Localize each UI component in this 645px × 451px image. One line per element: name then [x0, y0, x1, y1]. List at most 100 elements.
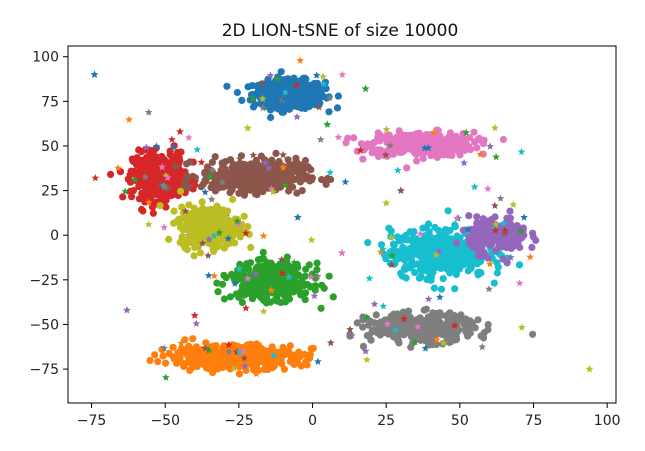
data-point — [433, 309, 441, 318]
data-point — [296, 77, 304, 85]
data-point — [293, 87, 301, 95]
star-point — [362, 313, 371, 321]
y-tick-label: 0 — [50, 228, 59, 244]
data-point — [273, 287, 281, 295]
data-point — [202, 359, 210, 367]
data-point — [141, 198, 149, 206]
data-point — [302, 75, 310, 83]
data-point — [402, 274, 410, 282]
y-tick-label: 50 — [41, 139, 59, 155]
star-point — [439, 339, 448, 347]
star-point — [230, 364, 238, 372]
data-point — [416, 328, 424, 336]
star-point — [235, 265, 243, 273]
data-point — [207, 226, 215, 234]
data-point — [301, 93, 309, 101]
star-point — [261, 158, 270, 166]
data-point — [415, 149, 423, 157]
data-point — [368, 149, 376, 157]
data-point — [377, 318, 385, 326]
data-point — [473, 260, 481, 268]
data-point — [223, 82, 231, 90]
star-point — [242, 229, 250, 237]
data-point — [197, 183, 205, 191]
data-point — [248, 286, 256, 294]
data-point — [364, 239, 372, 247]
outlier-star — [396, 186, 405, 194]
star-point — [416, 230, 425, 238]
data-point — [261, 293, 269, 301]
star-point — [319, 80, 328, 88]
data-point — [477, 227, 485, 235]
data-point — [238, 96, 246, 104]
data-point — [217, 224, 225, 233]
star-point — [341, 178, 350, 186]
data-point — [382, 255, 390, 263]
star-point — [486, 260, 494, 268]
data-point — [293, 189, 301, 197]
data-point — [214, 288, 222, 296]
data-point — [387, 227, 395, 235]
star-point — [241, 362, 249, 370]
data-point — [285, 348, 293, 356]
data-point — [259, 266, 268, 274]
data-point — [513, 222, 521, 230]
data-point — [253, 191, 261, 199]
data-point — [325, 272, 333, 280]
star-point — [207, 195, 216, 203]
data-point — [483, 232, 491, 240]
star-point — [526, 253, 534, 261]
star-point — [198, 239, 207, 247]
data-point — [499, 135, 507, 144]
data-point — [146, 166, 154, 174]
data-point — [190, 252, 198, 260]
x-tick-label: −75 — [77, 413, 107, 429]
cluster-6 — [435, 184, 540, 268]
y-tick-label: 25 — [41, 184, 59, 200]
data-point — [385, 330, 393, 338]
data-point — [440, 331, 448, 339]
data-point — [232, 290, 240, 298]
star-point — [281, 88, 290, 96]
star-point — [181, 207, 190, 215]
data-point — [234, 164, 242, 172]
cluster-4 — [144, 177, 268, 280]
data-point — [389, 240, 397, 248]
data-point — [429, 134, 437, 142]
data-point — [302, 265, 310, 273]
star-point — [251, 270, 260, 278]
star-point — [453, 214, 461, 222]
data-point — [274, 297, 282, 305]
plot-frame — [67, 45, 617, 404]
star-point — [290, 258, 298, 266]
star-point — [347, 331, 356, 339]
data-point — [447, 235, 455, 243]
star-point — [252, 369, 261, 378]
data-point — [190, 230, 198, 238]
data-point — [149, 209, 157, 217]
data-point — [147, 150, 156, 158]
data-point — [387, 312, 395, 320]
data-point — [374, 150, 382, 158]
star-point — [501, 229, 509, 237]
data-point — [228, 357, 236, 366]
data-point — [342, 139, 350, 147]
data-point — [404, 325, 412, 333]
data-point — [162, 359, 170, 367]
data-point — [208, 158, 216, 166]
data-point — [208, 217, 216, 225]
data-point — [247, 243, 255, 252]
outlier-star — [361, 347, 370, 355]
data-point — [165, 235, 173, 243]
data-point — [181, 336, 189, 344]
data-point — [176, 187, 185, 195]
star-point — [144, 108, 153, 116]
data-point — [428, 241, 436, 249]
data-point — [451, 223, 459, 231]
data-point — [448, 262, 456, 270]
data-point — [400, 234, 408, 242]
data-point — [183, 184, 192, 192]
data-point — [173, 168, 181, 176]
data-point — [458, 240, 466, 248]
data-point — [248, 349, 256, 357]
